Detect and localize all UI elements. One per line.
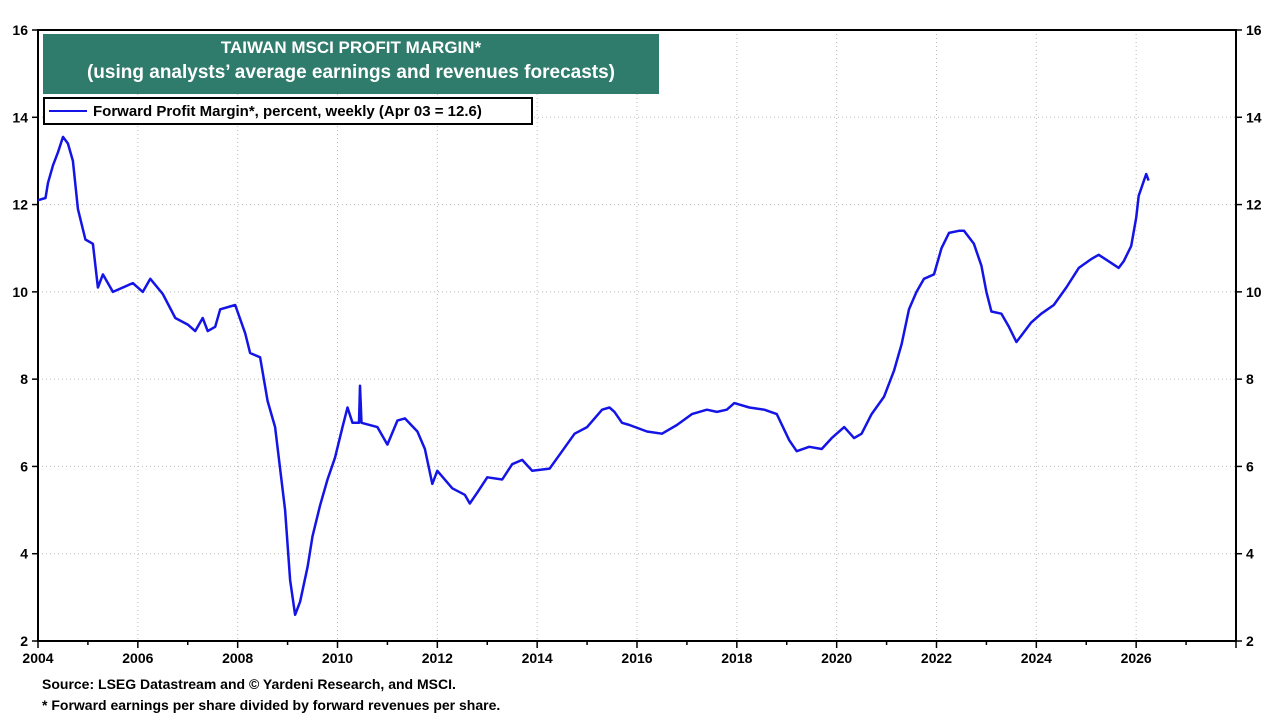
x-tick-label: 2006: [122, 650, 153, 666]
y-tick-label-right: 8: [1246, 371, 1254, 387]
series-line-forward-profit-margin: [37, 135, 1150, 617]
y-tick-label-left: 6: [20, 458, 28, 474]
y-tick-label-right: 4: [1246, 546, 1254, 562]
legend-label: Forward Profit Margin*, percent, weekly …: [93, 102, 482, 120]
y-tick-label-right: 2: [1246, 633, 1254, 649]
x-tick-label: 2022: [921, 650, 952, 666]
x-tick-label: 2010: [322, 650, 353, 666]
x-tick-label: 2014: [522, 650, 553, 666]
x-tick-label: 2004: [22, 650, 53, 666]
y-tick-label-left: 12: [12, 197, 28, 213]
y-tick-label-left: 2: [20, 633, 28, 649]
chart-subtitle: (using analysts’ average earnings and re…: [86, 62, 615, 83]
source-note: Source: LSEG Datastream and © Yardeni Re…: [42, 676, 456, 692]
x-tick-label: 2012: [422, 650, 453, 666]
x-tick-label: 2020: [821, 650, 852, 666]
y-tick-label-right: 6: [1246, 458, 1254, 474]
x-tick-label: 2016: [621, 650, 652, 666]
plot-frame: [37, 29, 1237, 642]
y-tick-label-left: 16: [12, 22, 28, 38]
y-tick-label-right: 16: [1246, 22, 1262, 38]
y-tick-label-left: 10: [12, 284, 28, 300]
footnote: * Forward earnings per share divided by …: [42, 697, 501, 713]
x-tick-label: 2018: [721, 650, 752, 666]
y-tick-label-right: 14: [1246, 109, 1262, 125]
legend: Forward Profit Margin*, percent, weekly …: [43, 97, 533, 125]
y-tick-label-right: 10: [1246, 284, 1262, 300]
y-tick-label-left: 4: [20, 546, 28, 562]
chart-title: TAIWAN MSCI PROFIT MARGIN*: [220, 38, 482, 57]
x-tick-label: 2026: [1121, 650, 1152, 666]
y-tick-label-left: 14: [12, 109, 28, 125]
chart-title-box: TAIWAN MSCI PROFIT MARGIN* (using analys…: [43, 34, 659, 94]
y-tick-label-right: 12: [1246, 197, 1262, 213]
x-tick-label: 2008: [222, 650, 253, 666]
legend-swatch: [49, 110, 87, 112]
y-tick-label-left: 8: [20, 371, 28, 387]
x-tick-label: 2024: [1021, 650, 1052, 666]
